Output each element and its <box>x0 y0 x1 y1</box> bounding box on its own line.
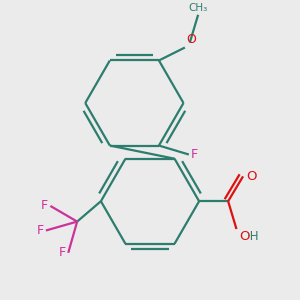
Text: ·H: ·H <box>247 230 259 243</box>
Text: O: O <box>239 230 250 243</box>
Text: CH₃: CH₃ <box>188 3 208 13</box>
Text: O: O <box>186 33 196 46</box>
Text: O: O <box>246 170 257 183</box>
Text: F: F <box>37 224 44 237</box>
Text: F: F <box>59 246 66 259</box>
Text: F: F <box>191 148 198 161</box>
Text: F: F <box>41 200 48 212</box>
